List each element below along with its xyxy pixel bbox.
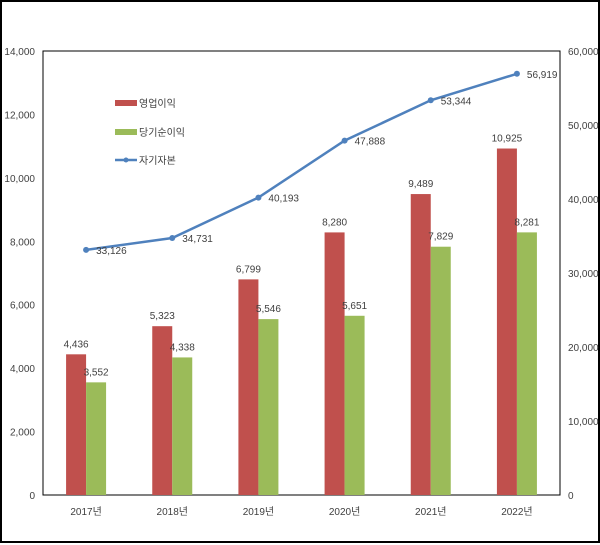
- bar-net-income: [258, 319, 279, 495]
- equity-point: [83, 246, 90, 253]
- bar-data-label: 5,546: [256, 304, 281, 315]
- left-tick-label: 6,000: [10, 301, 35, 312]
- equity-point: [341, 137, 348, 144]
- bar-operating-profit: [410, 194, 431, 495]
- left-tick-label: 2,000: [10, 428, 35, 439]
- bar-net-income: [430, 246, 451, 495]
- bar-operating-profit: [66, 354, 87, 495]
- left-tick-label: 8,000: [10, 237, 35, 248]
- bar-operating-profit: [496, 148, 517, 495]
- legend-swatch: [115, 100, 137, 106]
- legend-swatch: [115, 129, 137, 135]
- x-tick-label: 2022년: [501, 506, 532, 518]
- x-tick-label: 2018년: [157, 506, 188, 518]
- bar-net-income: [344, 315, 365, 495]
- right-tick-label: 0: [568, 491, 574, 502]
- bar-data-label: 3,552: [84, 367, 109, 378]
- bar-data-label: 6,799: [236, 264, 261, 275]
- equity-point: [255, 194, 262, 201]
- plot-area: [42, 50, 561, 496]
- equity-point: [427, 97, 434, 104]
- equity-line: [85, 72, 518, 252]
- right-tick-label: 10,000: [568, 417, 599, 428]
- equity-point: [513, 70, 520, 77]
- line-data-label: 56,919: [527, 70, 558, 81]
- bar-data-label: 4,338: [170, 342, 195, 353]
- x-tick-label: 2019년: [243, 506, 274, 518]
- line-data-label: 40,193: [268, 194, 299, 205]
- legend-label: 당기순이익: [139, 127, 185, 139]
- legend-label: 영업이익: [139, 97, 176, 110]
- x-tick-label: 2021년: [415, 506, 446, 518]
- right-tick-label: 20,000: [568, 343, 599, 354]
- left-tick-label: 10,000: [4, 174, 35, 185]
- bar-data-label: 5,651: [342, 301, 367, 312]
- left-tick-label: 4,000: [10, 364, 35, 375]
- equity-point: [169, 234, 176, 241]
- bar-data-label: 5,323: [150, 311, 175, 322]
- right-tick-label: 60,000: [568, 47, 599, 58]
- x-tick-label: 2017년: [70, 506, 101, 518]
- bar-data-label: 8,281: [514, 217, 539, 228]
- line-data-label: 53,344: [441, 96, 472, 107]
- left-tick-label: 0: [29, 491, 35, 502]
- line-data-label: 33,126: [96, 246, 127, 257]
- bar-net-income: [516, 232, 537, 495]
- bar-operating-profit: [238, 279, 259, 495]
- right-tick-label: 30,000: [568, 269, 599, 280]
- bar-data-label: 4,436: [64, 339, 89, 350]
- bar-net-income: [86, 382, 107, 495]
- bar-data-label: 9,489: [408, 179, 433, 190]
- right-tick-label: 40,000: [568, 195, 599, 206]
- right-tick-label: 50,000: [568, 121, 599, 132]
- bar-data-label: 7,829: [428, 232, 453, 243]
- bar-net-income: [172, 357, 193, 495]
- line-data-label: 34,731: [182, 234, 213, 245]
- legend-label: 자기자본: [139, 155, 176, 167]
- left-tick-label: 12,000: [4, 110, 35, 121]
- bar-operating-profit: [152, 326, 173, 495]
- left-tick-label: 14,000: [4, 47, 35, 58]
- x-tick-label: 2020년: [329, 506, 360, 518]
- bar-operating-profit: [324, 232, 345, 496]
- bar-data-label: 10,925: [492, 134, 523, 145]
- bar-data-label: 8,280: [322, 217, 347, 228]
- line-data-label: 47,888: [355, 137, 386, 148]
- legend-marker: [123, 157, 129, 163]
